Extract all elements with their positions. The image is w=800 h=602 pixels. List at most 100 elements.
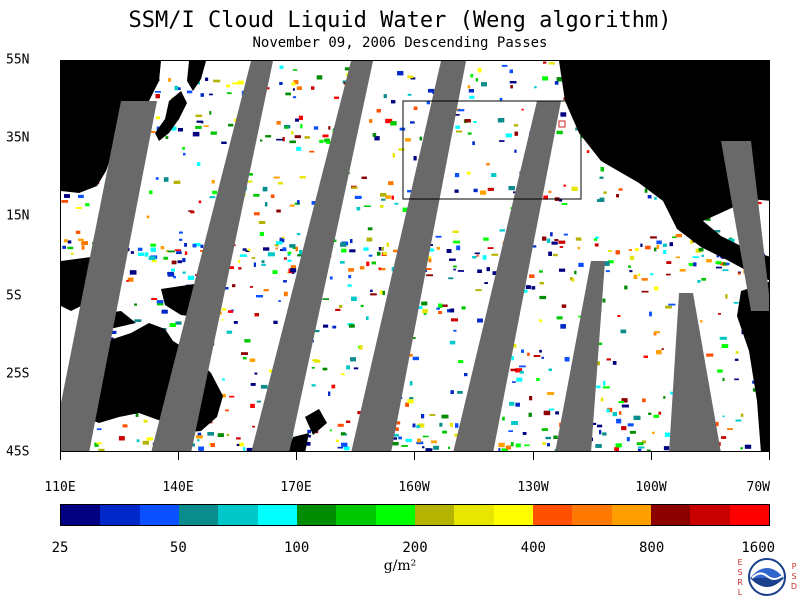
cloud-water-pixel <box>449 259 456 261</box>
cloud-water-pixel <box>416 425 419 428</box>
cloud-water-pixel <box>652 432 655 434</box>
cloud-water-pixel <box>690 240 692 244</box>
cloud-water-pixel <box>560 324 566 328</box>
cloud-water-pixel <box>273 321 277 324</box>
cloud-water-pixel <box>488 247 494 249</box>
cloud-water-pixel <box>515 403 520 407</box>
cloud-water-pixel <box>539 296 546 299</box>
cloud-water-pixel <box>168 273 174 277</box>
cloud-water-pixel <box>431 441 437 444</box>
cloud-water-pixel <box>81 241 88 245</box>
cloud-water-pixel <box>178 128 183 131</box>
cloud-water-pixel <box>274 177 280 179</box>
cloud-water-pixel <box>665 433 670 437</box>
cloud-water-pixel <box>422 446 424 448</box>
cloud-water-pixel <box>264 289 269 291</box>
cloud-water-pixel <box>312 367 315 369</box>
cloud-water-pixel <box>399 148 405 151</box>
cloud-water-pixel <box>549 369 552 372</box>
cloud-water-pixel <box>151 248 156 252</box>
cloud-water-pixel <box>380 205 383 208</box>
cloud-water-pixel <box>250 404 254 408</box>
cloud-water-pixel <box>481 82 487 86</box>
cloud-water-pixel <box>420 137 422 141</box>
cloud-water-pixel <box>144 420 148 423</box>
cloud-water-pixel <box>157 300 164 304</box>
cloud-water-pixel <box>607 409 610 413</box>
lon-label-170e: 170E <box>280 480 311 495</box>
cloud-water-pixel <box>576 238 582 241</box>
cloud-water-pixel <box>400 128 406 131</box>
cloud-water-pixel <box>263 247 269 250</box>
cloud-water-pixel <box>284 292 288 297</box>
cloud-water-pixel <box>123 424 128 427</box>
cloud-water-pixel <box>554 239 558 241</box>
cloud-water-pixel <box>366 316 369 320</box>
cloud-water-pixel <box>547 392 554 395</box>
cloud-water-pixel <box>624 286 627 290</box>
cloud-water-pixel <box>392 196 395 200</box>
cloud-water-pixel <box>218 433 224 437</box>
cloud-water-pixel <box>293 69 298 71</box>
cloud-water-pixel <box>319 140 323 143</box>
cloud-water-pixel <box>480 191 486 195</box>
cloud-water-pixel <box>549 62 555 64</box>
lon-label-130w: 130W <box>517 480 548 495</box>
cloud-water-pixel <box>210 196 216 198</box>
cloud-water-pixel <box>201 245 204 248</box>
cloud-water-pixel <box>516 444 521 448</box>
cloud-water-pixel <box>76 207 82 209</box>
cloud-water-pixel <box>621 330 627 334</box>
cloud-water-pixel <box>209 111 211 115</box>
cloud-water-pixel <box>413 424 416 428</box>
cloud-water-pixel <box>526 285 531 289</box>
axis-ticks <box>0 452 800 462</box>
cloud-water-pixel <box>97 428 102 430</box>
cloud-water-pixel <box>422 309 428 313</box>
cloud-water-pixel <box>366 262 369 267</box>
cloud-water-pixel <box>451 318 458 321</box>
cloud-water-pixel <box>478 68 482 72</box>
cloud-water-pixel <box>522 109 524 111</box>
cloud-water-pixel <box>650 236 657 238</box>
cloud-water-pixel <box>462 306 466 309</box>
cloud-water-pixel <box>151 131 155 133</box>
cloud-water-pixel <box>693 256 700 258</box>
colorbar-swatch <box>258 505 297 525</box>
cloud-water-pixel <box>465 119 471 122</box>
cloud-water-pixel <box>627 437 630 441</box>
cloud-water-pixel <box>549 409 554 411</box>
cloud-water-pixel <box>259 221 266 224</box>
cloud-water-pixel <box>285 127 289 129</box>
cloud-water-pixel <box>546 437 551 439</box>
land-kamchatka <box>187 61 206 91</box>
cloud-water-pixel <box>369 255 373 257</box>
lon-label-70w: 70W <box>747 480 770 495</box>
colorbar-swatch <box>140 505 179 525</box>
cloud-water-pixel <box>330 430 332 432</box>
lon-label-100w: 100W <box>635 480 666 495</box>
cloud-water-pixel <box>519 366 526 368</box>
cloud-water-pixel <box>697 280 700 283</box>
cloud-water-pixel <box>417 439 421 443</box>
cloud-water-pixel <box>85 203 89 206</box>
cloud-water-pixel <box>413 357 419 360</box>
cloud-water-pixel <box>475 289 481 291</box>
cloud-water-pixel <box>542 428 548 431</box>
cloud-water-pixel <box>607 358 611 360</box>
cloud-water-pixel <box>600 177 604 179</box>
cloud-water-pixel <box>299 250 302 254</box>
map-canvas <box>61 61 770 452</box>
colorbar-tick-label: 400 <box>521 540 546 556</box>
cloud-water-pixel <box>701 278 706 281</box>
cloud-water-pixel <box>555 81 559 84</box>
cloud-water-pixel <box>736 351 739 354</box>
cloud-water-pixel <box>290 141 296 144</box>
cloud-water-pixel <box>594 239 597 241</box>
cloud-water-pixel <box>237 444 240 446</box>
cloud-water-pixel <box>539 319 542 322</box>
cloud-water-pixel <box>654 287 658 291</box>
cloud-water-pixel <box>650 273 653 275</box>
cloud-water-pixel <box>336 440 339 442</box>
cloud-water-pixel <box>477 270 482 274</box>
